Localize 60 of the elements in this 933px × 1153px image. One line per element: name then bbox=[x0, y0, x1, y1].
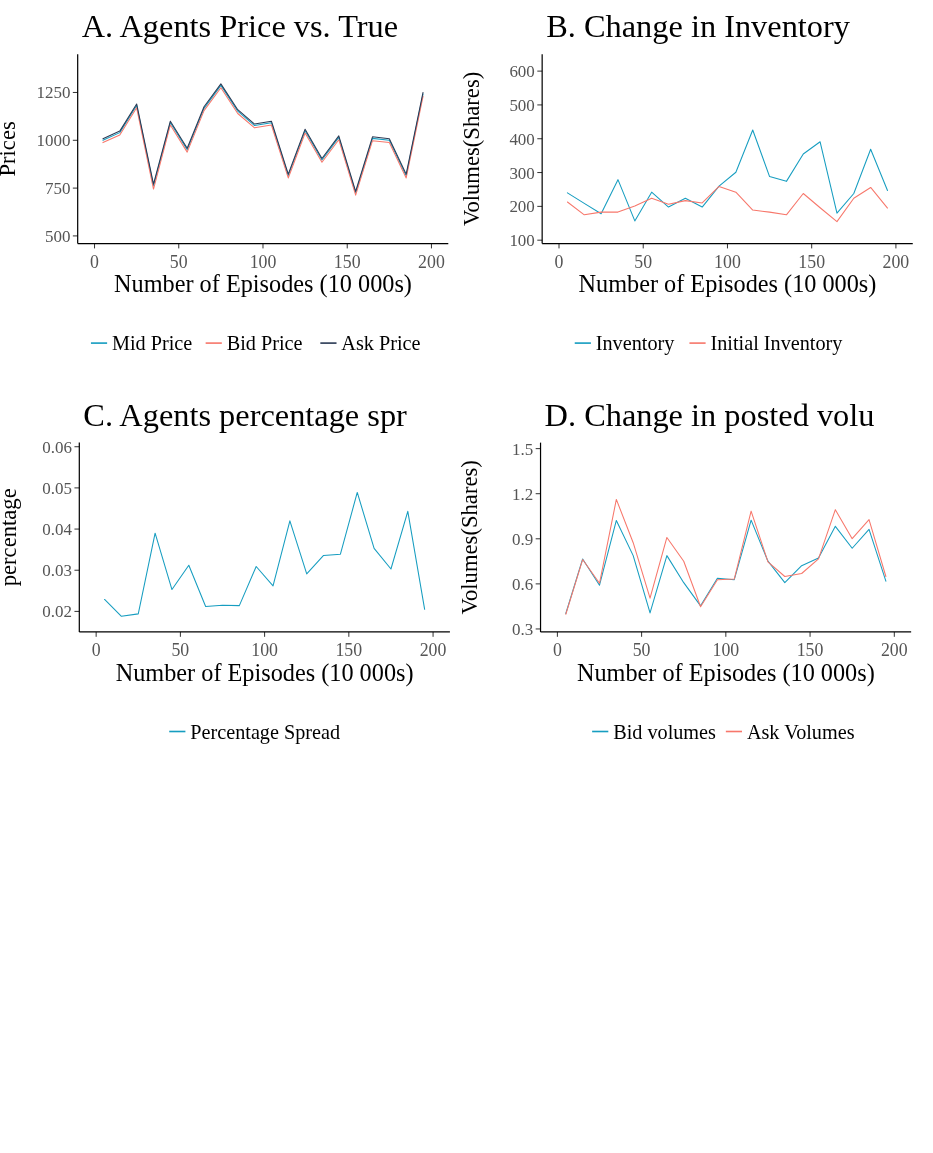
y-tick-label: 500 bbox=[44, 226, 71, 246]
x-tick-label: 100 bbox=[251, 640, 279, 661]
chart-title: C. Agents percentage spr bbox=[83, 396, 408, 433]
y-tick-label: 1.2 bbox=[512, 484, 534, 504]
y-tick-label: 1.5 bbox=[512, 439, 534, 459]
y-tick-label: 100 bbox=[509, 231, 535, 251]
y-axis-title: Prices bbox=[0, 121, 20, 177]
x-tick-label: 50 bbox=[634, 251, 653, 272]
legend-label: Ask Price bbox=[341, 332, 421, 355]
legend-label: Inventory bbox=[595, 332, 676, 356]
y-axis-title: Volumes(Shares) bbox=[459, 71, 485, 227]
y-tick-label: 200 bbox=[509, 197, 535, 217]
legend-label: Bid volumes bbox=[613, 720, 717, 743]
x-axis-title: Number of Episodes (10 000s) bbox=[578, 270, 877, 299]
y-tick-label: 1000 bbox=[36, 131, 71, 151]
y-tick-label: 0.05 bbox=[42, 478, 73, 498]
y-tick-label: 300 bbox=[509, 163, 535, 183]
x-tick-label: 100 bbox=[712, 640, 740, 661]
y-tick-label: 750 bbox=[44, 179, 71, 199]
x-tick-label: 200 bbox=[880, 640, 908, 661]
y-tick-label: 500 bbox=[509, 95, 535, 115]
y-tick-label: 0.03 bbox=[42, 561, 73, 581]
x-tick-label: 150 bbox=[798, 251, 826, 272]
legend-label: Percentage Spread bbox=[190, 720, 341, 744]
y-tick-label: 0.3 bbox=[512, 619, 534, 639]
x-tick-label: 0 bbox=[90, 251, 100, 272]
x-tick-label: 100 bbox=[714, 251, 741, 272]
y-tick-label: 0.9 bbox=[512, 529, 534, 549]
x-tick-label: 150 bbox=[333, 251, 361, 272]
chart-title: A. Agents Price vs. True bbox=[81, 8, 399, 45]
x-axis-title: Number of Episodes (10 000s) bbox=[115, 658, 414, 687]
x-tick-label: 0 bbox=[554, 251, 564, 272]
y-tick-label: 0.6 bbox=[512, 574, 534, 594]
y-axis-title: Volumes(Shares) bbox=[457, 460, 483, 615]
legend-label: Mid Price bbox=[111, 332, 193, 355]
x-tick-label: 200 bbox=[418, 251, 445, 272]
chart-title: D. Change in posted volu bbox=[544, 396, 875, 433]
x-tick-label: 200 bbox=[882, 251, 910, 272]
x-tick-label: 150 bbox=[335, 640, 363, 661]
y-tick-label: 400 bbox=[509, 129, 535, 149]
legend-label: Bid Price bbox=[226, 332, 303, 355]
legend-label: Ask Volumes bbox=[746, 720, 855, 743]
chart-title: B. Change in Inventory bbox=[546, 8, 851, 45]
legend-label: Initial Inventory bbox=[710, 332, 844, 356]
x-tick-label: 0 bbox=[91, 640, 101, 661]
x-tick-label: 50 bbox=[171, 640, 190, 661]
y-tick-label: 600 bbox=[509, 62, 535, 82]
x-tick-label: 50 bbox=[169, 251, 188, 272]
x-tick-label: 100 bbox=[249, 251, 277, 272]
x-tick-label: 150 bbox=[796, 640, 824, 661]
y-axis-title: percentage bbox=[0, 488, 22, 587]
x-axis-title: Number of Episodes (10 000s) bbox=[114, 270, 412, 299]
x-tick-label: 200 bbox=[419, 640, 447, 661]
y-tick-label: 1250 bbox=[36, 83, 71, 103]
y-tick-label: 0.04 bbox=[42, 520, 73, 540]
x-tick-label: 50 bbox=[632, 640, 651, 661]
y-tick-label: 0.06 bbox=[42, 437, 73, 457]
x-axis-title: Number of Episodes (10 000s) bbox=[576, 658, 875, 687]
y-tick-label: 0.02 bbox=[42, 602, 73, 622]
x-tick-label: 0 bbox=[552, 640, 562, 661]
